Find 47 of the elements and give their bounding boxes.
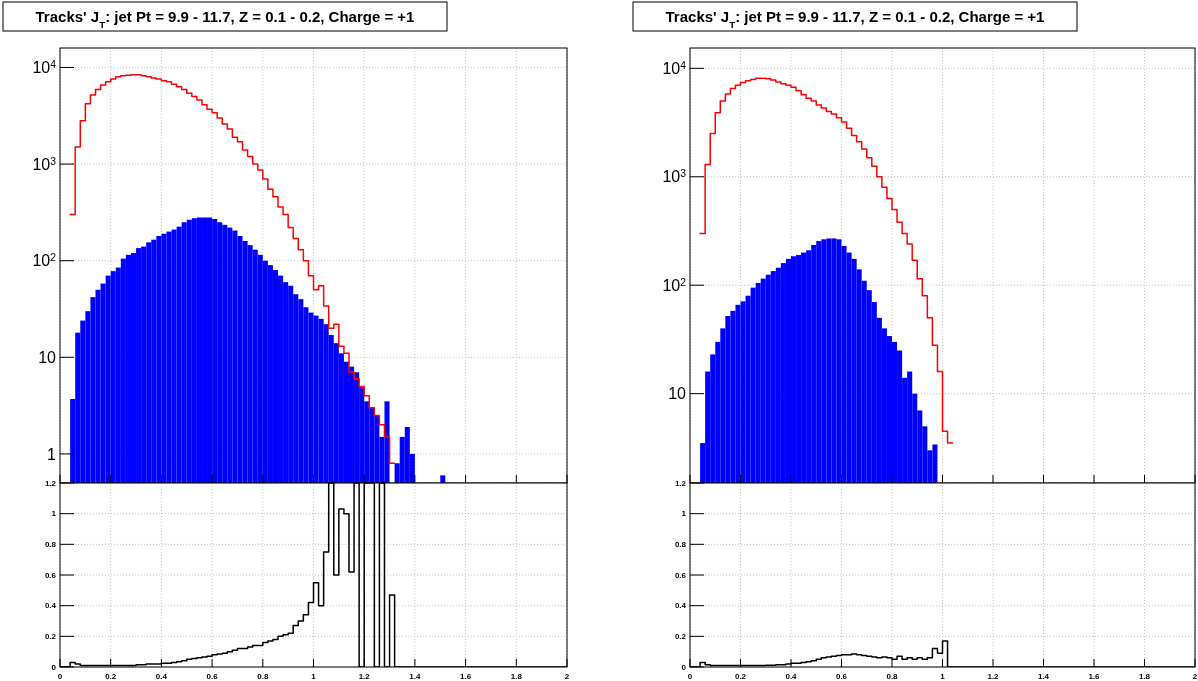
y-tick-label: 10$^{4}$: [662, 59, 687, 77]
y-tick-label: 0: [51, 662, 57, 672]
chart-title: Tracks' J$_{T}$: jet Pt = 9.9 - 11.7, Z = 0.1 - 0.2, Charge = +1: [665, 7, 1045, 29]
x-tick-label: 1.8: [1138, 672, 1151, 681]
x-tick-label: 0.8: [257, 672, 269, 681]
x-tick-label: 1.2: [987, 672, 1000, 681]
y-tick-label: 0.4: [674, 601, 687, 611]
y-tick-label: 10: [38, 348, 57, 366]
x-tick-label: 1.6: [460, 672, 472, 681]
y-tick-label: 0.8: [44, 540, 57, 550]
x-tick-label: 0.4: [785, 672, 798, 681]
y-tick-label: 1: [47, 445, 57, 463]
y-tick-label: 1: [681, 509, 687, 519]
x-tick-label: 1.4: [409, 672, 422, 681]
y-tick-label: 10: [668, 385, 687, 403]
x-tick-label: 1.4: [1037, 672, 1050, 681]
x-tick-label: 1: [940, 672, 946, 681]
y-tick-label: 0: [681, 662, 687, 672]
x-tick-label: 2: [1192, 672, 1198, 681]
y-tick-label: 0.8: [674, 540, 687, 550]
y-tick-label: 0.4: [44, 601, 57, 611]
y-tick-label: 10$^{3}$: [32, 155, 57, 173]
y-tick-label: 0.6: [44, 570, 57, 580]
y-tick-label: 0.6: [674, 570, 687, 580]
y-tick-label: 10$^{3}$: [662, 167, 687, 186]
x-tick-label: 1: [311, 672, 317, 681]
x-tick-label: 2: [564, 672, 570, 681]
y-tick-label: 1: [51, 509, 57, 519]
x-tick-label: 0.8: [886, 672, 899, 681]
x-tick-label: 1.2: [358, 672, 371, 681]
y-tick-label: 10$^{2}$: [662, 276, 687, 294]
chart-title: Tracks' J$_{T}$: jet Pt = 9.9 - 11.7, Z = 0.1 - 0.2, Charge = +1: [35, 7, 415, 29]
y-tick-label: 10$^{2}$: [32, 251, 57, 270]
x-tick-label: 0.2: [734, 672, 747, 681]
y-tick-label: 0.2: [674, 632, 687, 642]
x-tick-label: 0.6: [206, 672, 219, 681]
y-tick-label: 0.2: [44, 632, 57, 642]
x-tick-label: 1.6: [1088, 672, 1101, 681]
y-tick-label: 1.2: [674, 478, 687, 488]
x-tick-label: 0.4: [155, 672, 168, 681]
x-tick-label: 0: [57, 672, 63, 681]
x-tick-label: 0: [687, 672, 693, 681]
y-tick-label: 10$^{4}$: [32, 58, 57, 77]
x-tick-label: 0.6: [835, 672, 848, 681]
x-tick-label: 1.8: [510, 672, 523, 681]
x-tick-label: 0.2: [105, 672, 117, 681]
y-tick-label: 1.2: [44, 478, 57, 488]
